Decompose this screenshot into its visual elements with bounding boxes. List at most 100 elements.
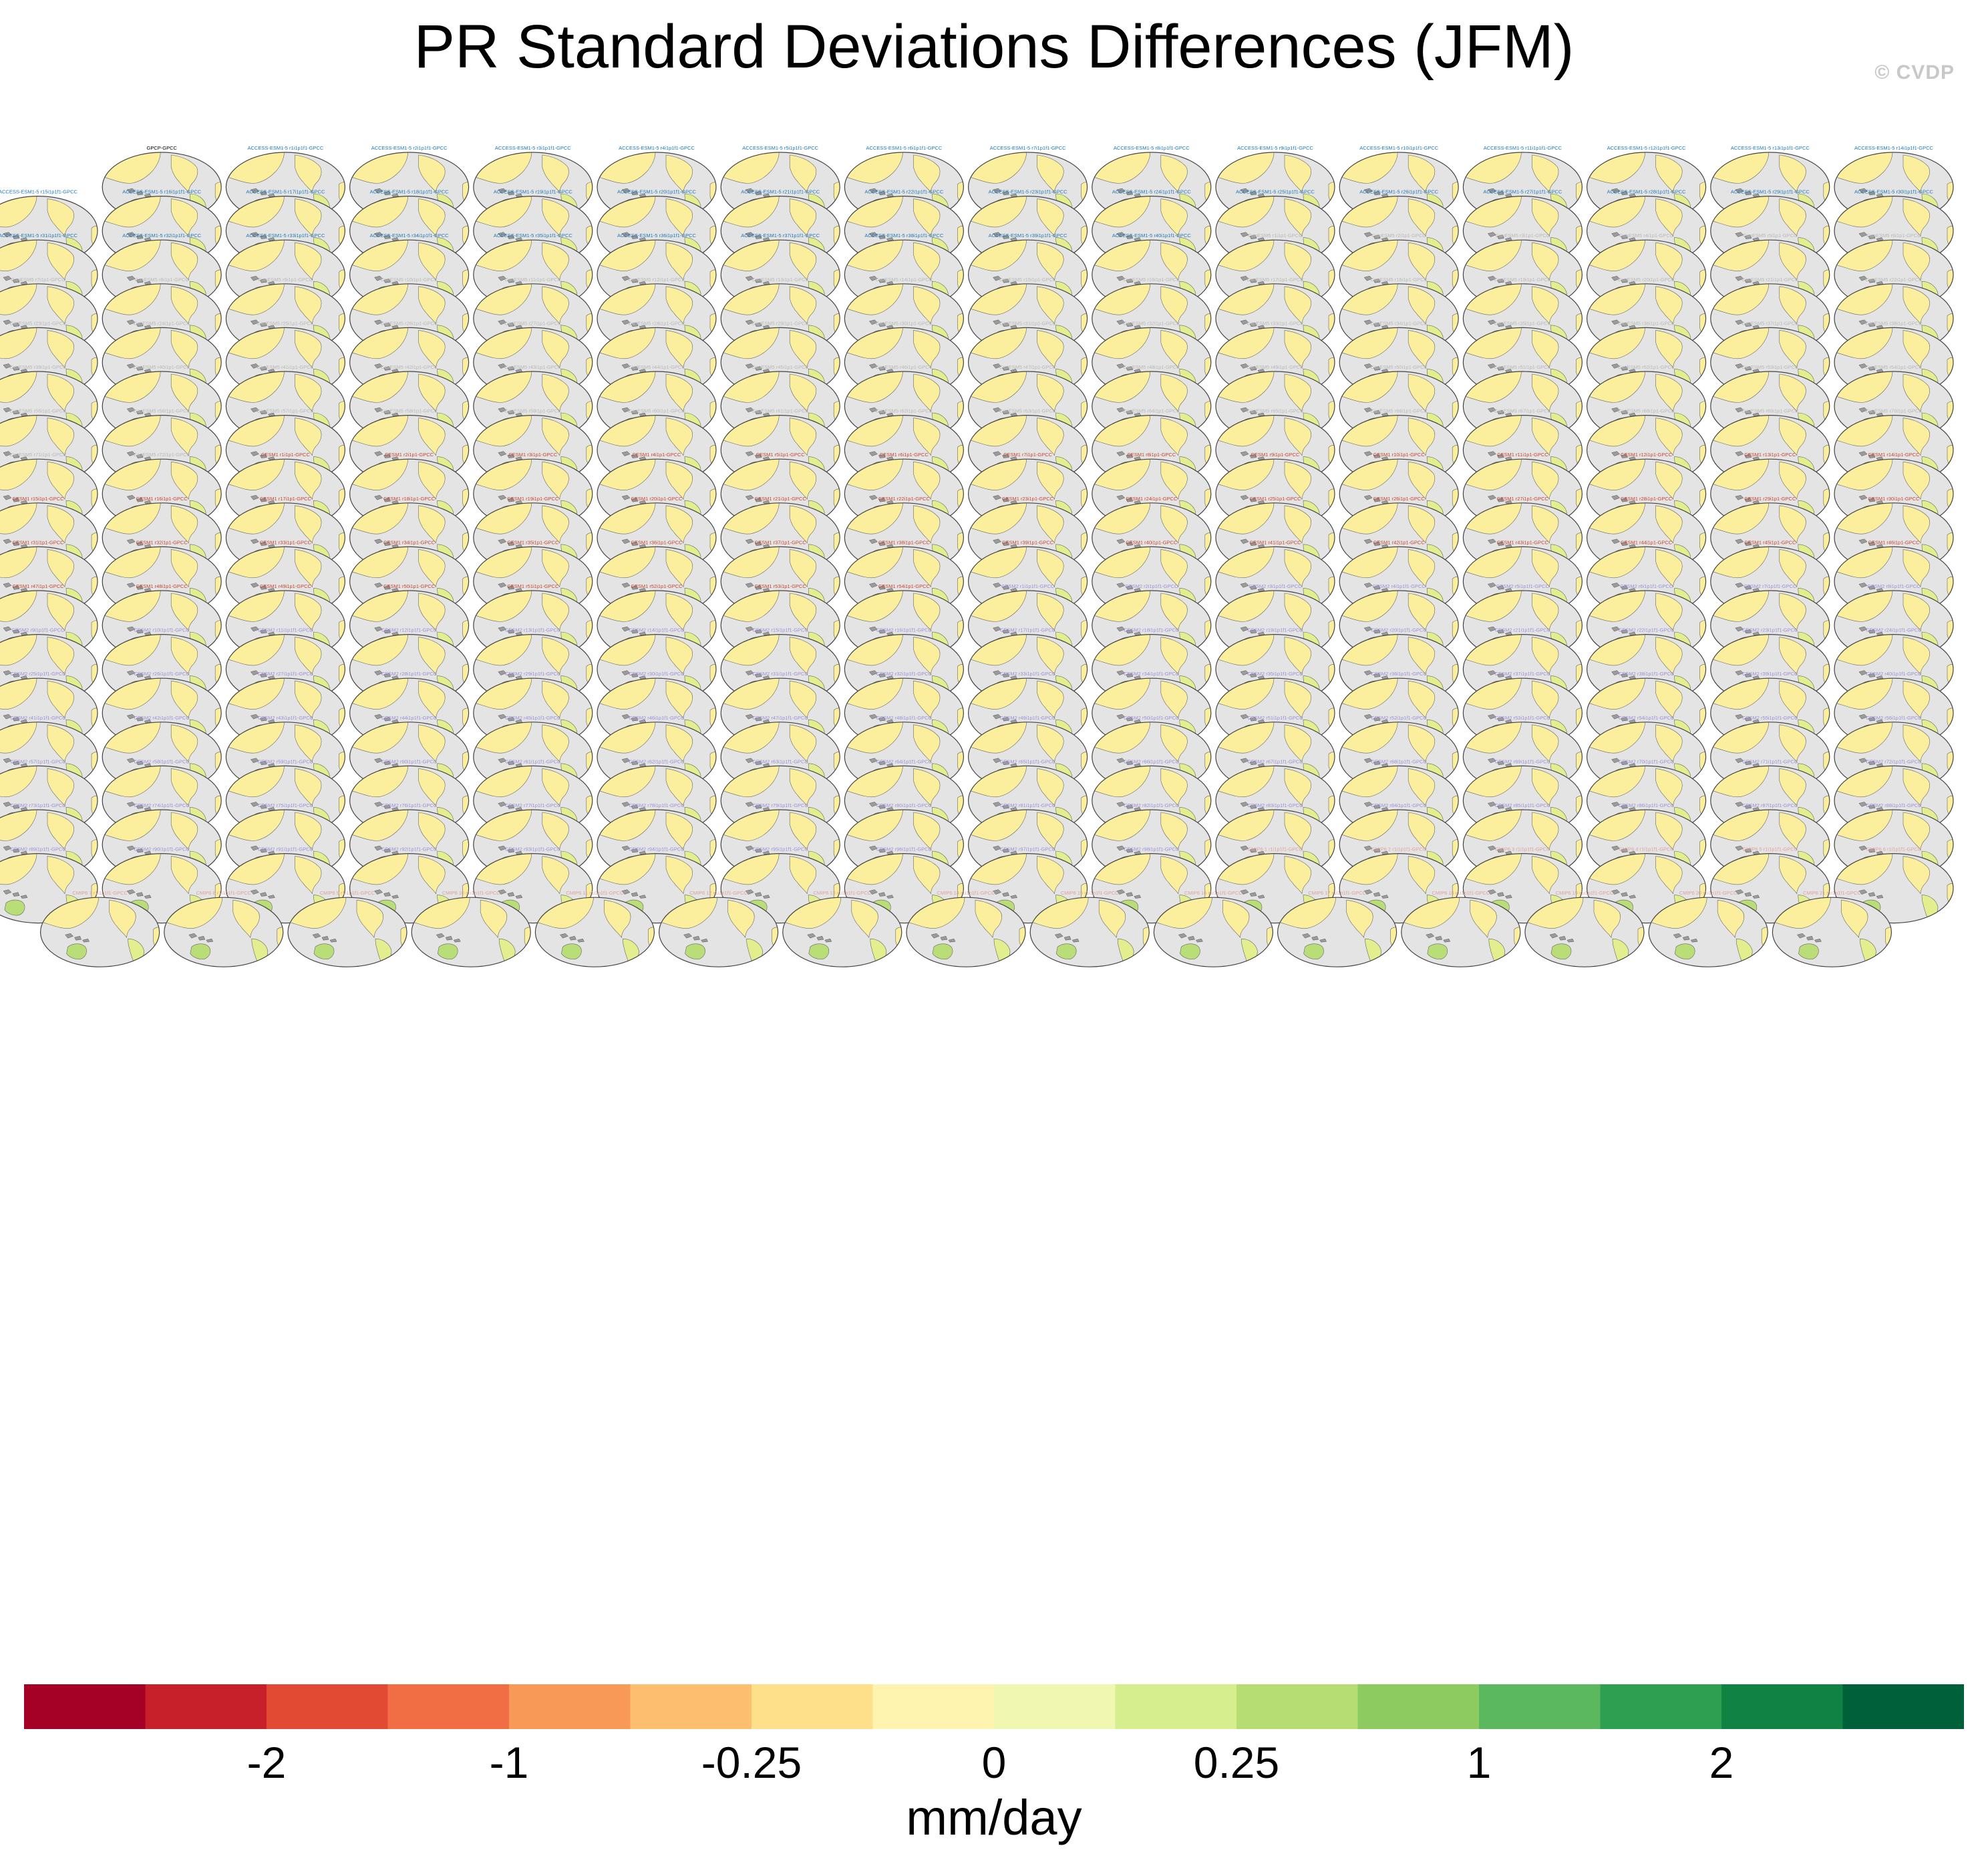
map-panel-title: ACCESS-ESM1-5 r24i1p1f1-GPCC [1112, 189, 1192, 195]
map-panel: ACCESS-ESM1-5 r28i1p1f1-GPCC [1587, 189, 1707, 267]
map-panel: CanESM5 r55i1p1-GPCC [0, 408, 98, 486]
map-panel: CanESM5 r28i1p1-GPCC [597, 320, 717, 398]
map-panel: CanESM5 r17i1p1-GPCC [1215, 277, 1335, 355]
map-panel-title: CanESM5 r46i1p1-GPCC [876, 364, 933, 370]
map-panel: CESM2 r6i1p1f1-GPCC [1587, 583, 1707, 661]
map-panel: ACCESS-ESM1-5 r20i1p1f1-GPCC [597, 189, 717, 267]
map-panel-title: CESM2 r33i1p1f1-GPCC [1000, 671, 1056, 677]
map-panel: CESM2 r36i1p1f1-GPCC [1339, 671, 1459, 749]
map-panel-title: CESM2 r74i1p1f1-GPCC [134, 802, 190, 808]
map-panel-title: ACCESS-ESM1-5 r38i1p1f1-GPCC [864, 232, 944, 239]
map-panel: ACCESS-ESM1-5 r40i1p1f1-GPCC [1092, 232, 1212, 311]
map-panel: ACCESS-ESM1-5 r16i1p1f1-GPCC [102, 189, 222, 267]
map-panel-title: CanESM5 r22i1p1-GPCC [1865, 277, 1923, 283]
map-panel: CanESM5 r19i1p1-GPCC [1462, 277, 1583, 355]
map-panel-title: CMIP6 16 r1i1p1f1-GPCC [1184, 890, 1242, 896]
map-panel: CanESM5 r8i1p1-GPCC [102, 277, 222, 355]
map-panel-title: CESM2 r48i1p1f1-GPCC [876, 715, 933, 721]
map-panel-title: CESM2 r23i1p1f1-GPCC [1742, 627, 1798, 633]
map-panel-title: CMIP6 3 r1i1p1f1-GPCC [1495, 846, 1550, 852]
map-panel: CanESM5 r3i1p1-GPCC [1462, 232, 1583, 311]
map-panel: CESM2 r39i1p1f1-GPCC [1710, 671, 1830, 749]
map-panel-title: ACCESS-ESM1-5 r15i1p1f1-GPCC [0, 189, 78, 195]
map-panel: CESM1 r6i1p1-GPCC [844, 452, 964, 530]
map-panel-title: CESM1 r7i1p1-GPCC [1003, 452, 1053, 458]
map-panel: CESM1 r32i1p1-GPCC [102, 539, 222, 617]
map-panel-title: CMIP6 20 r1i1p1f1-GPCC [1679, 890, 1737, 896]
map-panel: CESM2 r58i1p1f1-GPCC [102, 758, 222, 836]
map-panel: ACCESS-ESM1-5 r11i1p1f1-GPCC [1462, 145, 1583, 223]
map-panel: ACCESS-ESM1-5 r7i1p1f1-GPCC [968, 145, 1088, 223]
map-panel-title: CanESM5 r30i1p1-GPCC [876, 320, 933, 326]
map-panel-title: CanESM5 r48i1p1-GPCC [1123, 364, 1180, 370]
colorbar-tick-label: -1 [489, 1738, 529, 1787]
map-panel: CESM1 r52i1p1-GPCC [597, 583, 717, 661]
map-panel: CESM2 r8i1p1f1-GPCC [1834, 583, 1954, 661]
map-panel-title: ACCESS-ESM1-5 r30i1p1f1-GPCC [1854, 189, 1934, 195]
colorbar-tick-label: -2 [246, 1738, 287, 1787]
map-panel: CESM2 r21i1p1f1-GPCC [1462, 627, 1583, 706]
map-panel-title: CESM1 r21i1p1-GPCC [755, 496, 807, 502]
map-panel: ACCESS-ESM1-5 r34i1p1f1-GPCC [349, 232, 470, 311]
map-panel: CESM2 r47i1p1f1-GPCC [720, 715, 840, 793]
map-panel-title: CMIP6 1 r1i1p1f1-GPCC [1248, 846, 1303, 852]
colorbar-segment [1842, 1684, 1964, 1729]
colorbar-segment [509, 1684, 631, 1729]
map-panel-title: CESM2 r70i1p1f1-GPCC [1619, 758, 1675, 764]
map-panel: CanESM5 r15i1p1-GPCC [968, 277, 1088, 355]
map-panel: CESM2 r80i1p1f1-GPCC [844, 802, 964, 881]
map-panel: CESM2 r2i1p1f1-GPCC [1092, 583, 1212, 661]
map-panel-title: CMIP6 15 r1i1p1f1-GPCC [1061, 890, 1119, 896]
map-panel-title: CMIP6 6 r1i1p1f1-GPCC [1866, 846, 1922, 852]
map-panel-title: CESM2 r35i1p1f1-GPCC [1247, 671, 1303, 677]
map-panel-title: CanESM5 r24i1p1-GPCC [133, 320, 190, 326]
map-panel-title: ACCESS-ESM1-5 r14i1p1f1-GPCC [1854, 145, 1934, 151]
map-panel: CESM1 r44i1p1-GPCC [1587, 539, 1707, 617]
map-panel-title: ACCESS-ESM1-5 r5i1p1f1-GPCC [742, 145, 818, 151]
map-panel-title: CESM2 r81i1p1f1-GPCC [1000, 802, 1056, 808]
colorbar-units-label: mm/day [906, 1790, 1082, 1845]
map-panel-title: CMIP6 8 r1i1p1f1-GPCC [196, 890, 252, 896]
map-panel-title: CESM2 r36i1p1f1-GPCC [1371, 671, 1428, 677]
map-panel: CESM2 r54i1p1f1-GPCC [1587, 715, 1707, 793]
map-panel-title: ACCESS-ESM1-5 r36i1p1f1-GPCC [617, 232, 697, 239]
map-panel-title: CESM1 r37i1p1-GPCC [755, 539, 807, 545]
map-panel: CMIP6 7 r1i1p1f1-GPCC [40, 890, 160, 968]
map-panel-title: CMIP6 13 r1i1p1f1-GPCC [813, 890, 871, 896]
map-panel-title: ACCESS-ESM1-5 r9i1p1f1-GPCC [1237, 145, 1313, 151]
map-panel-title: ACCESS-ESM1-5 r20i1p1f1-GPCC [617, 189, 697, 195]
map-panel: ACCESS-ESM1-5 r23i1p1f1-GPCC [968, 189, 1088, 267]
map-panel-title: CESM2 r75i1p1f1-GPCC [258, 802, 314, 808]
map-panel-title: CanESM5 r56i1p1-GPCC [133, 408, 190, 414]
map-panel: CESM1 r26i1p1-GPCC [1339, 496, 1459, 574]
map-panel-title: ACCESS-ESM1-5 r28i1p1f1-GPCC [1607, 189, 1687, 195]
map-panel: CESM1 r10i1p1-GPCC [1339, 452, 1459, 530]
colorbar-tick-labels: -2 -1 -0.25 0 0.25 1 2 [0, 1737, 1988, 1791]
map-panel-title: ACCESS-ESM1-5 r12i1p1f1-GPCC [1607, 145, 1687, 151]
map-panel-title: CESM2 r19i1p1f1-GPCC [1247, 627, 1303, 633]
map-panel-title: ACCESS-ESM1-5 r11i1p1f1-GPCC [1484, 145, 1562, 151]
map-panel: CanESM5 r38i1p1-GPCC [1834, 320, 1954, 398]
map-panel-title: CESM2 r24i1p1f1-GPCC [1866, 627, 1922, 633]
map-panel: CESM2 r1i1p1f1-GPCC [968, 583, 1088, 661]
map-panel-title: CESM1 r47i1p1-GPCC [12, 583, 64, 589]
map-panel: CanESM5 r35i1p1-GPCC [1462, 320, 1583, 398]
map-panel: CanESM5 r40i1p1-GPCC [102, 364, 222, 442]
map-panel: CESM2 r69i1p1f1-GPCC [1462, 758, 1583, 836]
map-panel: CESM1 r21i1p1-GPCC [720, 496, 840, 574]
map-panel-title: CESM1 r49i1p1-GPCC [260, 583, 312, 589]
map-panel-title: CESM2 r41i1p1f1-GPCC [10, 715, 66, 721]
map-panel: ACCESS-ESM1-5 r17i1p1f1-GPCC [225, 189, 345, 267]
map-panel: ACCESS-ESM1-5 r3i1p1f1-GPCC [473, 145, 593, 223]
map-panel: CESM1 r9i1p1-GPCC [1215, 452, 1335, 530]
map-panel: CESM2 r40i1p1f1-GPCC [1834, 671, 1954, 749]
map-panel: CanESM5 r42i1p1-GPCC [349, 364, 470, 442]
map-panel: CESM1 r18i1p1-GPCC [349, 496, 470, 574]
map-panel: CESM2 r26i1p1f1-GPCC [102, 671, 222, 749]
map-panel-title: CanESM5 r45i1p1-GPCC [752, 364, 809, 370]
map-panel-title: CESM2 r2i1p1f1-GPCC [1125, 583, 1178, 589]
map-panel-title: CanESM5 r38i1p1-GPCC [1865, 320, 1923, 326]
map-panel: CMIP6 6 r1i1p1f1-GPCC [1834, 846, 1954, 925]
map-panel-title: CESM2 r97i1p1f1-GPCC [1000, 846, 1056, 852]
map-panel: CESM2 r56i1p1f1-GPCC [1834, 715, 1954, 793]
